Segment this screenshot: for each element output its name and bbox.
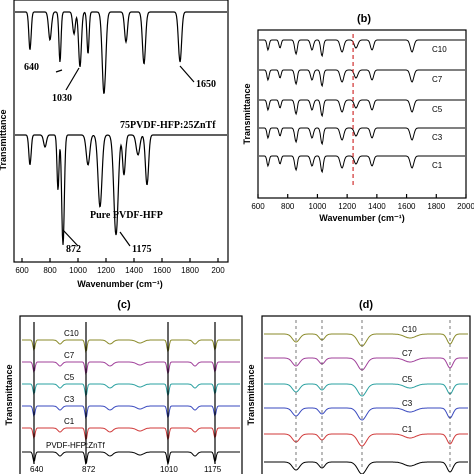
panel-a-frame: [13, 0, 229, 263]
panel-a-xtick-label: 1600: [153, 266, 171, 275]
arrow-640: [55, 69, 63, 73]
panel-b-xtick-label: 1400: [368, 202, 386, 211]
panel-c-bottom-872: 872: [82, 465, 96, 474]
panel-d-series: [264, 333, 468, 347]
panel-a-xtick-label: 800: [43, 266, 57, 275]
panel-a-ann-640: 640: [24, 62, 39, 73]
panel-d-series: [264, 433, 468, 447]
panel-d-vlines: [295, 320, 451, 470]
panel-a: Transmittance Wavenumber (cm⁻¹) 600 800 10…: [0, 0, 229, 289]
panel-c-bottom-1010: 1010: [160, 465, 178, 474]
arrow-872: [62, 229, 79, 247]
panel-c-series: [22, 405, 240, 420]
panel-a-xtick-label: 600: [15, 266, 29, 275]
panel-d-series-label: C5: [402, 375, 413, 384]
panel-a-xtick-label: 1800: [181, 266, 199, 275]
panel-c-series-label: C1: [64, 417, 75, 426]
panel-b-series-label: C1: [432, 161, 443, 170]
panel-d-series-label: C1: [402, 425, 413, 434]
panel-c-series: [22, 427, 240, 442]
panel-c-series: [22, 361, 240, 376]
panel-a-series2-label: Pure PVDF-HFP: [90, 210, 163, 221]
panel-b-series-c5: [259, 99, 465, 118]
panel-c: (c) Transmittance C10 C7 C5 C3 C1 PVDF-HFP:Zn…: [4, 299, 243, 474]
panel-a-arrows: [55, 65, 195, 247]
panel-b-series-c3: [259, 127, 465, 146]
panel-c-title: (c): [117, 299, 131, 311]
panel-b-series-c1: [259, 155, 465, 174]
panel-a-ann-872: 872: [66, 244, 81, 255]
panel-b-frame: [257, 29, 467, 199]
panel-d: (d) Transmittance C10 C7 C5 C3 C1: [246, 299, 471, 474]
panel-a-series-75pvdf: [15, 11, 227, 94]
arrow-1175: [119, 231, 131, 247]
panel-c-bottom-640: 640: [30, 465, 44, 474]
panel-b-series-label: C10: [432, 45, 447, 54]
panel-a-ann-1030: 1030: [52, 93, 72, 104]
panel-d-frame: [261, 315, 471, 474]
panel-b-ylabel: Transmittance: [242, 83, 252, 144]
panel-b-xtick-label: 1600: [398, 202, 416, 211]
panel-c-bottom-1175: 1175: [204, 465, 222, 474]
panel-c-vlines: [33, 322, 216, 464]
panel-c-series-label: C7: [64, 351, 75, 360]
panel-a-xtick-label: 1400: [125, 266, 143, 275]
panel-b-title: (b): [357, 13, 371, 25]
arrow-1650: [179, 65, 195, 83]
panel-b-xlabel: Wavenumber (cm⁻¹): [319, 213, 404, 223]
panel-b-xtick-label: 1000: [309, 202, 327, 211]
panel-d-title: (d): [359, 299, 373, 311]
panel-a-series1-label: 75PVDF-HFP:25ZnTf: [120, 120, 216, 131]
panel-a-ann-1175: 1175: [132, 244, 151, 255]
panel-c-series: [22, 339, 240, 354]
panel-c-series: [22, 383, 240, 398]
panel-c-series-label: C10: [64, 329, 79, 338]
panel-b-xtick-label: 1200: [338, 202, 356, 211]
panel-d-series: [264, 357, 468, 371]
panel-d-ylabel: Transmittance: [246, 364, 256, 425]
panel-b-series-c7: [259, 69, 465, 88]
panel-a-xlabel: Wavenumber (cm⁻¹): [77, 279, 162, 289]
panel-b-xtick-label: 2000: [457, 202, 474, 211]
panel-b-series-c10: [259, 39, 465, 58]
panel-a-ylabel: Transmittance: [0, 109, 8, 170]
arrow-1030: [65, 67, 80, 91]
panel-c-frame: [19, 315, 243, 474]
panel-b-series-label: C7: [432, 75, 443, 84]
panel-b-xtick-label: 600: [251, 202, 265, 211]
panel-a-ann-1650: 1650: [196, 79, 216, 90]
panel-c-ylabel: Transmittance: [4, 364, 14, 425]
panel-d-series: [264, 461, 468, 474]
panel-b-series-label: C3: [432, 133, 443, 142]
panel-b-xtick-label: 1800: [427, 202, 445, 211]
panel-b-xtick-label: 800: [281, 202, 295, 211]
panel-a-xtick-label: 200: [211, 266, 225, 275]
panel-d-series: [264, 383, 468, 397]
panel-a-series-pure: [15, 134, 227, 245]
panel-c-series-label: C3: [64, 395, 75, 404]
panel-d-series-label: C10: [402, 325, 417, 334]
panel-b-series-label: C5: [432, 105, 443, 114]
panel-b: (b) Transmittance Wavenumber (cm⁻¹) 600 8…: [242, 13, 474, 223]
panel-d-series-label: C7: [402, 349, 413, 358]
panel-a-xtick-label: 1200: [97, 266, 115, 275]
panel-c-series-label: PVDF-HFP:ZnTf: [46, 441, 105, 450]
panel-c-series-label: C5: [64, 373, 75, 382]
panel-c-series: [22, 451, 240, 466]
panel-d-series-label: C3: [402, 399, 413, 408]
panel-d-series: [264, 407, 468, 421]
panel-a-xtick-label: 1000: [69, 266, 87, 275]
